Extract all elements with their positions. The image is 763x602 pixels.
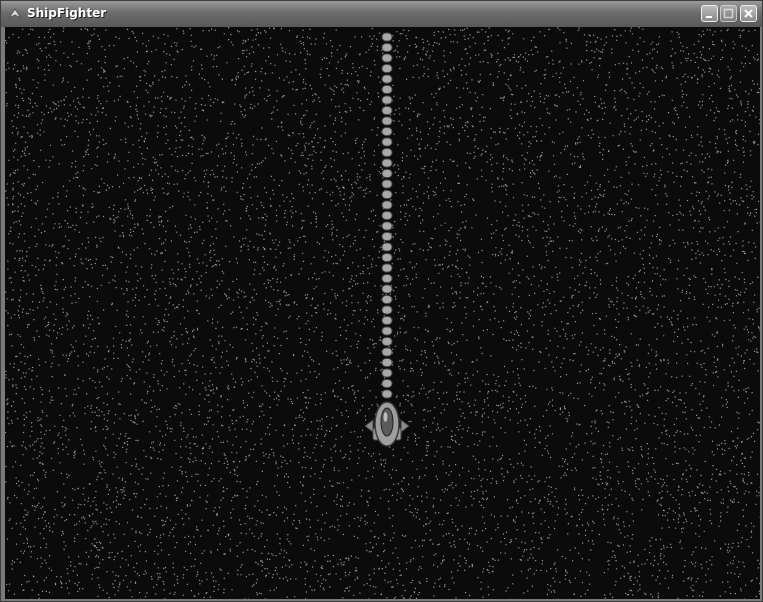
bullet [382, 222, 392, 230]
bullet [382, 180, 392, 188]
bullet [382, 390, 392, 398]
bullet [382, 254, 392, 262]
bullet [382, 96, 392, 104]
game-canvas [5, 27, 760, 599]
bullet [382, 128, 392, 136]
bullet [382, 338, 392, 346]
bullet [382, 33, 392, 41]
bullet [382, 327, 392, 335]
bullet [382, 264, 392, 272]
close-button[interactable] [740, 5, 757, 22]
bullet [382, 369, 392, 377]
maximize-button[interactable] [720, 5, 737, 22]
bullet [382, 107, 392, 115]
bullet [382, 44, 392, 52]
bullet [382, 359, 392, 367]
bullet [382, 348, 392, 356]
bullet [382, 212, 392, 220]
title-bar: ShipFighter [1, 1, 762, 27]
bullet [382, 117, 392, 125]
bullet [382, 243, 392, 251]
app-icon [7, 6, 23, 22]
bullet [382, 54, 392, 62]
bullet [382, 75, 392, 83]
window-title: ShipFighter [27, 6, 106, 20]
bullet [382, 201, 392, 209]
bullet [382, 285, 392, 293]
bullet [382, 86, 392, 94]
bullet [382, 296, 392, 304]
bullet [382, 233, 392, 241]
bullet [382, 138, 392, 146]
bullet [382, 317, 392, 325]
bullet [382, 170, 392, 178]
game-window: ShipFighter [0, 0, 763, 602]
bullet [382, 275, 392, 283]
bullet [382, 159, 392, 167]
bullet [382, 149, 392, 157]
bullet [382, 65, 392, 73]
bullet [382, 191, 392, 199]
bullet [382, 306, 392, 314]
minimize-button[interactable] [701, 5, 718, 22]
bullet [382, 380, 392, 388]
